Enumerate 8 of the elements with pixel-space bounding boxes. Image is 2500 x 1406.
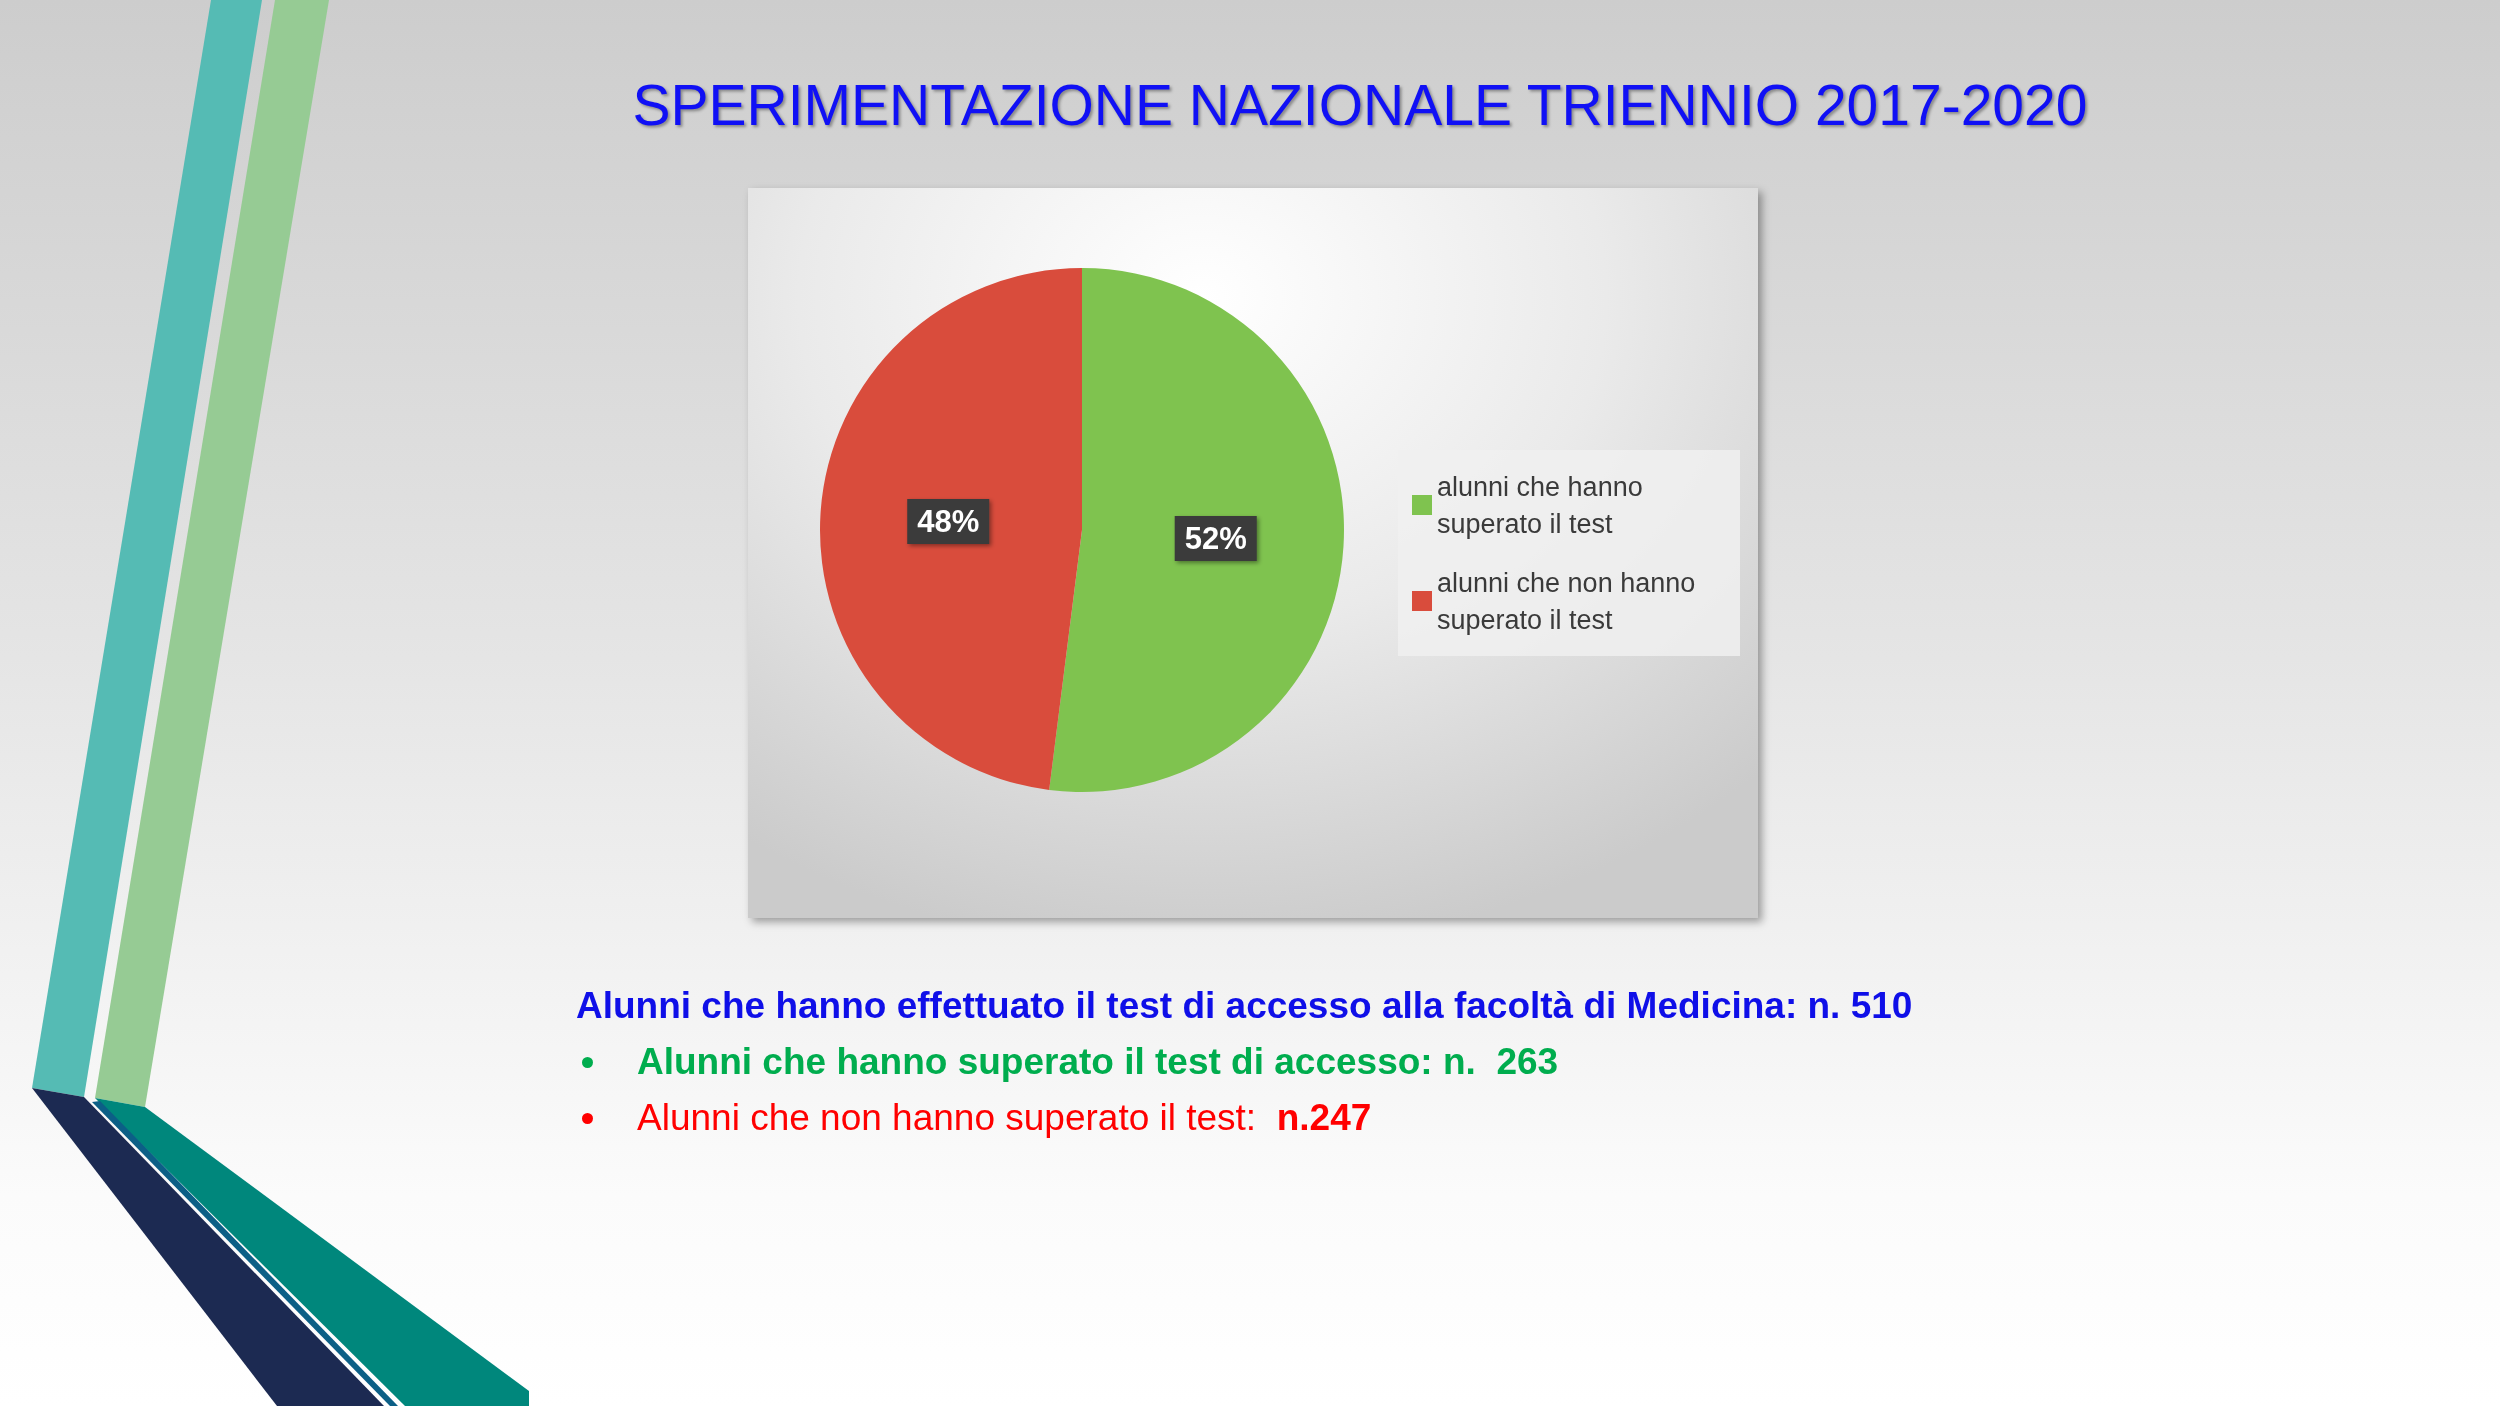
legend-label: alunni che non hanno superato il test <box>1437 567 1703 635</box>
text: Alunni che non hanno superato il test: n.247 <box>637 1097 1372 1139</box>
data-label: 52% <box>1184 520 1247 556</box>
data-label: 48% <box>917 504 980 540</box>
legend-label: alunni che hanno superato il test <box>1437 471 1651 539</box>
chart-title: SPERIMENTAZIONE NAZIONALE TRIENNIO 2017-2020 <box>631 72 2089 138</box>
text: Alunni che hanno superato il test di accesso: n. 263 <box>637 1041 1559 1083</box>
text: Alunni che hanno effettuato il test di accesso alla facoltà di Medicina: n. 510 <box>576 985 1913 1027</box>
